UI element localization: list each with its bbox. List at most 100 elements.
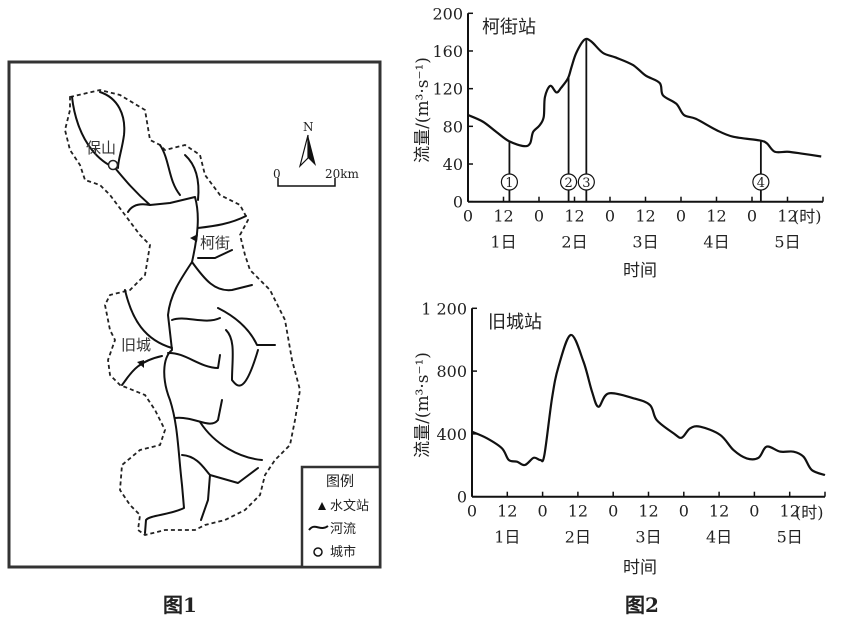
y-tick-label: 1 200 bbox=[421, 299, 467, 318]
scale-bar bbox=[277, 178, 336, 187]
river bbox=[217, 307, 276, 346]
x-tick-label: 12 bbox=[706, 207, 726, 226]
legend-item-city: 城市 bbox=[330, 544, 356, 560]
map-figure: 保山 柯街 旧城 N 0 20km 图例 水文站 河流 城市 图1 bbox=[7, 60, 382, 617]
y-tick-label: 160 bbox=[432, 42, 463, 61]
x-tick-label: 12 bbox=[635, 207, 655, 226]
river-icon bbox=[308, 525, 329, 531]
day-label: 2日 bbox=[565, 528, 591, 547]
river bbox=[209, 467, 259, 484]
x-tick-label: 12 bbox=[497, 502, 517, 521]
river bbox=[121, 355, 163, 386]
chart-title: 柯街站 bbox=[482, 17, 536, 38]
x-tick-label: 0 bbox=[676, 207, 686, 226]
x-tick-label: 12 bbox=[709, 502, 729, 521]
marker-circle bbox=[559, 173, 578, 191]
day-label: 5日 bbox=[777, 528, 803, 547]
y-tick-label: 120 bbox=[432, 80, 463, 99]
day-label: 4日 bbox=[703, 233, 729, 252]
day-label: 1日 bbox=[490, 233, 516, 252]
x-tick-label: 0 bbox=[747, 207, 757, 226]
x-tick-label: 12 bbox=[493, 207, 513, 226]
y-tick-label: 80 bbox=[443, 117, 463, 136]
marker-circle bbox=[752, 173, 770, 191]
river bbox=[197, 215, 247, 229]
place-jiucheng: 旧城 bbox=[121, 336, 151, 354]
station-kejie-icon bbox=[190, 234, 198, 242]
map-legend: 图例 水文站 河流 城市 bbox=[300, 465, 382, 569]
river bbox=[225, 329, 259, 387]
marker-label: 3 bbox=[582, 176, 590, 191]
day-label: 3日 bbox=[632, 233, 658, 252]
y-axis-label: 流量/(m³·s⁻¹) bbox=[413, 57, 433, 163]
marker-label: 1 bbox=[505, 176, 513, 191]
y-tick-label: 800 bbox=[436, 362, 467, 381]
y-tick-label: 40 bbox=[443, 155, 463, 174]
scale-start: 0 bbox=[273, 167, 281, 181]
marker-circle bbox=[500, 173, 519, 191]
river bbox=[184, 154, 200, 201]
y-tick-label: 400 bbox=[436, 425, 467, 444]
day-label: 2日 bbox=[561, 233, 587, 252]
river bbox=[99, 91, 126, 169]
circle-icon bbox=[313, 547, 323, 557]
flow-line bbox=[471, 333, 826, 477]
rivers bbox=[71, 91, 276, 534]
river bbox=[199, 421, 263, 461]
x-axis-label: 时间 bbox=[623, 261, 657, 281]
river bbox=[167, 351, 221, 369]
x-tick-label: 0 bbox=[538, 502, 548, 521]
x-tick-label: 0 bbox=[605, 207, 615, 226]
y-tick-label: 0 bbox=[457, 488, 467, 507]
x-unit-label: (时) bbox=[795, 503, 824, 522]
river bbox=[174, 399, 223, 425]
scale-end: 20km bbox=[325, 167, 360, 181]
chart-title: 旧城站 bbox=[488, 312, 542, 333]
y-axis-label: 流量/(m³·s⁻¹) bbox=[413, 352, 433, 458]
river bbox=[124, 289, 173, 349]
x-tick-label: 0 bbox=[463, 207, 473, 226]
x-tick-label: 12 bbox=[564, 207, 584, 226]
day-label: 5日 bbox=[774, 233, 800, 252]
legend-title: 图例 bbox=[326, 474, 354, 490]
river bbox=[171, 317, 221, 322]
x-tick-label: 12 bbox=[777, 207, 797, 226]
marker-label: 4 bbox=[757, 176, 765, 191]
river bbox=[159, 144, 181, 196]
north-label: N bbox=[303, 120, 314, 134]
place-kejie: 柯街 bbox=[200, 234, 230, 252]
x-unit-label: (时) bbox=[793, 207, 822, 226]
x-tick-label: 0 bbox=[467, 502, 477, 521]
legend-item-station: 水文站 bbox=[330, 499, 369, 514]
basin-boundary bbox=[64, 89, 301, 536]
flow-line bbox=[467, 37, 822, 158]
x-tick-label: 12 bbox=[780, 502, 800, 521]
day-label: 4日 bbox=[706, 528, 732, 547]
triangle-icon bbox=[318, 502, 326, 510]
map-frame bbox=[7, 60, 382, 569]
river bbox=[71, 96, 116, 169]
river bbox=[191, 261, 253, 292]
legend-item-river: 河流 bbox=[330, 522, 356, 537]
x-tick-label: 12 bbox=[568, 502, 588, 521]
x-axis-label: 时间 bbox=[623, 558, 657, 578]
figure1-caption: 图1 bbox=[163, 593, 197, 617]
marker-label: 2 bbox=[564, 176, 572, 191]
place-baoshan: 保山 bbox=[86, 139, 116, 157]
station-jiucheng-icon bbox=[137, 360, 144, 368]
main-river bbox=[114, 167, 199, 534]
x-tick-label: 0 bbox=[679, 502, 689, 521]
river bbox=[181, 454, 211, 521]
figure2-caption: 图2 bbox=[625, 593, 659, 617]
y-tick-label: 200 bbox=[432, 4, 463, 23]
y-tick-label: 0 bbox=[453, 193, 463, 212]
city-baoshan-marker bbox=[107, 159, 119, 171]
marker-circle bbox=[577, 173, 595, 191]
river bbox=[127, 203, 151, 213]
river bbox=[197, 249, 233, 259]
north-arrow-icon bbox=[298, 134, 316, 168]
day-label: 1日 bbox=[494, 528, 520, 547]
